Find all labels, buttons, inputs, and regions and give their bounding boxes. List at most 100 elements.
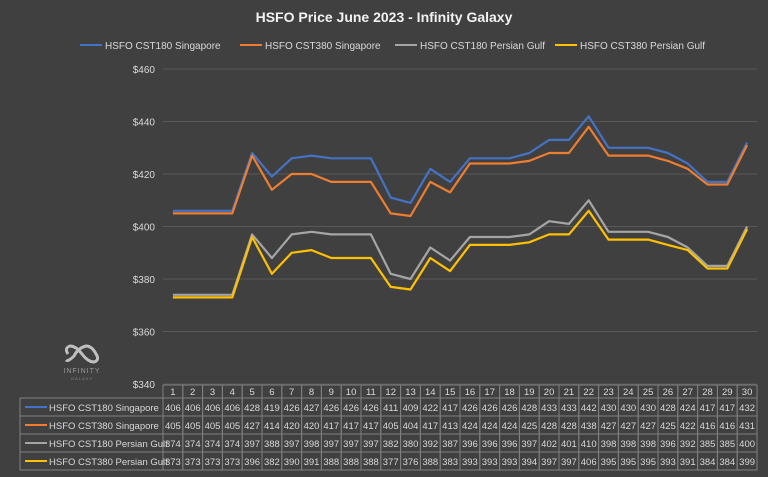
table-value: 416 [700,421,716,432]
table-value: 428 [561,421,577,432]
table-value: 406 [185,403,201,414]
category-label: 8 [309,387,314,398]
category-label: 27 [682,387,693,398]
table-value: 393 [482,457,498,468]
table-value: 397 [521,439,537,450]
table-value: 428 [244,403,260,414]
table-value: 417 [363,421,379,432]
table-value: 376 [403,457,419,468]
legend-entry: HSFO CST180 Singapore [105,41,221,52]
series-lines [172,115,749,299]
table-value: 395 [601,457,617,468]
table-value: 426 [284,403,300,414]
category-label: 9 [329,387,334,398]
category-label: 7 [289,387,294,398]
category-label: 24 [623,387,634,398]
table-value: 398 [304,439,320,450]
table-value: 388 [323,457,339,468]
infinity-galaxy-logo: INFINITY GALAXY [63,344,100,381]
table-value: 396 [660,439,676,450]
table-value: 420 [304,421,320,432]
table-value: 405 [205,421,221,432]
table-value: 397 [343,439,359,450]
table-value: 384 [700,457,716,468]
table-cell [736,451,758,471]
table-value: 424 [680,403,696,414]
table-value: 398 [620,439,636,450]
table-value: 409 [403,403,419,414]
y-tick-label: $360 [133,328,156,339]
series-line [172,199,749,296]
table-value: 431 [739,421,755,432]
table-value: 417 [719,403,735,414]
category-label: 22 [583,387,594,398]
table-value: 428 [660,403,676,414]
table-value: 395 [640,457,656,468]
category-label: 10 [346,387,357,398]
table-value: 388 [264,439,280,450]
table-value: 427 [620,421,636,432]
category-label: 1 [170,387,175,398]
table-row-label: HSFO CST380 Persian Gulf [49,457,168,468]
table-value: 373 [224,457,240,468]
data-table: 1 2 3 4 5 6 7 8 9 10 11 12 13 14 15 16 17 18 19 20 21 22 23 24 2… [19,384,758,471]
category-label: 13 [405,387,416,398]
legend-entry: HSFO CST380 Persian Gulf [580,41,705,52]
category-label: 11 [366,387,376,398]
table-value: 438 [581,421,597,432]
table-value: 374 [205,439,221,450]
infinity-icon [64,344,100,364]
table-value: 422 [680,421,696,432]
y-tick-label: $440 [133,118,156,129]
table-value: 396 [502,439,518,450]
table-value: 377 [383,457,399,468]
table-value: 430 [620,403,636,414]
table-value: 427 [601,421,617,432]
table-value: 382 [383,439,399,450]
table-value: 401 [561,439,577,450]
table-value: 442 [581,403,597,414]
legend: HSFO CST180 Singapore HSFO CST380 Singapo… [80,41,705,52]
table-value: 374 [165,439,181,450]
category-label: 21 [564,387,575,398]
table-value: 391 [680,457,696,468]
category-label: 19 [524,387,535,398]
table-value: 426 [323,403,339,414]
table-value: 398 [640,439,656,450]
series-line [172,115,749,212]
table-value: 397 [541,457,557,468]
chart-title: HSFO Price June 2023 - Infinity Galaxy [256,9,513,25]
table-value: 397 [244,439,260,450]
category-label: 26 [663,387,674,398]
series-line [172,125,749,218]
table-value: 394 [521,457,537,468]
table-value: 417 [422,421,438,432]
table-value: 411 [383,403,398,414]
table-value: 400 [739,439,755,450]
table-value: 393 [502,457,518,468]
table-value: 388 [343,457,359,468]
table-value: 380 [403,439,419,450]
category-label: 14 [425,387,436,398]
category-label: 20 [544,387,555,398]
legend-entry: HSFO CST180 Persian Gulf [420,41,545,52]
category-label: 16 [465,387,476,398]
table-value: 426 [363,403,379,414]
table-value: 384 [719,457,735,468]
table-value: 393 [462,457,478,468]
table-value: 396 [244,457,260,468]
table-value: 387 [442,439,458,450]
legend-entry: HSFO CST380 Singapore [265,41,381,52]
table-value: 396 [482,439,498,450]
table-value: 373 [165,457,181,468]
table-value: 405 [185,421,201,432]
table-value: 425 [521,421,537,432]
table-value: 391 [304,457,320,468]
table-value: 405 [224,421,240,432]
table-value: 406 [581,457,597,468]
table-value: 399 [739,457,755,468]
table-value: 395 [620,457,636,468]
table-row-label: HSFO CST180 Singapore [49,403,159,414]
category-label: 15 [445,387,456,398]
grid [163,68,757,385]
